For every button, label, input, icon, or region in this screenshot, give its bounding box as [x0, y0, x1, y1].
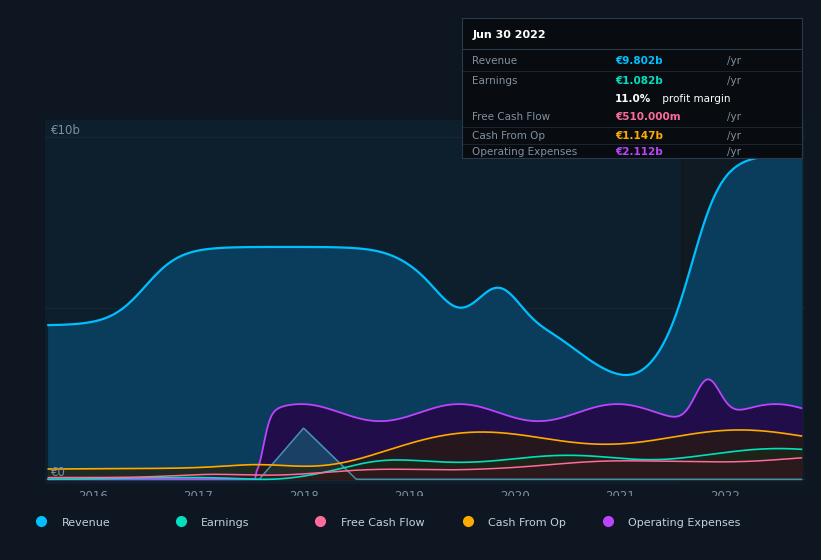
Text: Operating Expenses: Operating Expenses — [472, 147, 578, 157]
Text: /yr: /yr — [727, 57, 741, 67]
Text: Revenue: Revenue — [62, 519, 110, 528]
Text: Revenue: Revenue — [472, 57, 517, 67]
Text: €510.000m: €510.000m — [615, 113, 681, 123]
Text: €9.802b: €9.802b — [615, 57, 663, 67]
Text: €1.147b: €1.147b — [615, 130, 663, 141]
Bar — [681, 120, 805, 484]
Text: €2.112b: €2.112b — [615, 147, 663, 157]
Text: /yr: /yr — [727, 147, 741, 157]
Text: 11.0%: 11.0% — [615, 94, 652, 104]
Text: Free Cash Flow: Free Cash Flow — [472, 113, 551, 123]
Text: €10b: €10b — [52, 124, 81, 138]
Text: Free Cash Flow: Free Cash Flow — [341, 519, 424, 528]
Text: Cash From Op: Cash From Op — [472, 130, 545, 141]
Text: /yr: /yr — [727, 76, 741, 86]
Text: Earnings: Earnings — [472, 76, 518, 86]
Text: /yr: /yr — [727, 113, 741, 123]
Text: Operating Expenses: Operating Expenses — [628, 519, 741, 528]
Text: profit margin: profit margin — [659, 94, 731, 104]
Text: Cash From Op: Cash From Op — [488, 519, 566, 528]
Text: €0: €0 — [52, 465, 67, 479]
Text: Earnings: Earnings — [201, 519, 250, 528]
Text: Jun 30 2022: Jun 30 2022 — [472, 30, 546, 40]
Text: /yr: /yr — [727, 130, 741, 141]
Text: €1.082b: €1.082b — [615, 76, 663, 86]
